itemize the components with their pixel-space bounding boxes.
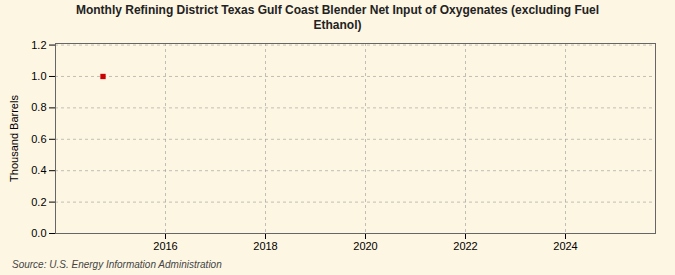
svg-text:2022: 2022 xyxy=(453,240,477,252)
svg-text:0.4: 0.4 xyxy=(31,164,46,176)
svg-text:0.2: 0.2 xyxy=(31,196,46,208)
svg-text:2020: 2020 xyxy=(353,240,377,252)
svg-text:0.8: 0.8 xyxy=(31,101,46,113)
svg-text:2018: 2018 xyxy=(253,240,277,252)
svg-text:1.0: 1.0 xyxy=(31,70,46,82)
svg-text:2024: 2024 xyxy=(553,240,577,252)
svg-text:0.6: 0.6 xyxy=(31,133,46,145)
svg-text:2016: 2016 xyxy=(153,240,177,252)
svg-text:0.0: 0.0 xyxy=(31,227,46,239)
svg-text:1.2: 1.2 xyxy=(31,39,46,51)
html-text:Monthly Refining District Texa: Monthly Refining District Texas Gulf Coa… xyxy=(75,3,600,32)
svg-text:Thousand Barrels: Thousand Barrels xyxy=(8,95,20,182)
html-text:Source: U.S. Energy Informatio: Source: U.S. Energy Information Administ… xyxy=(12,259,222,270)
